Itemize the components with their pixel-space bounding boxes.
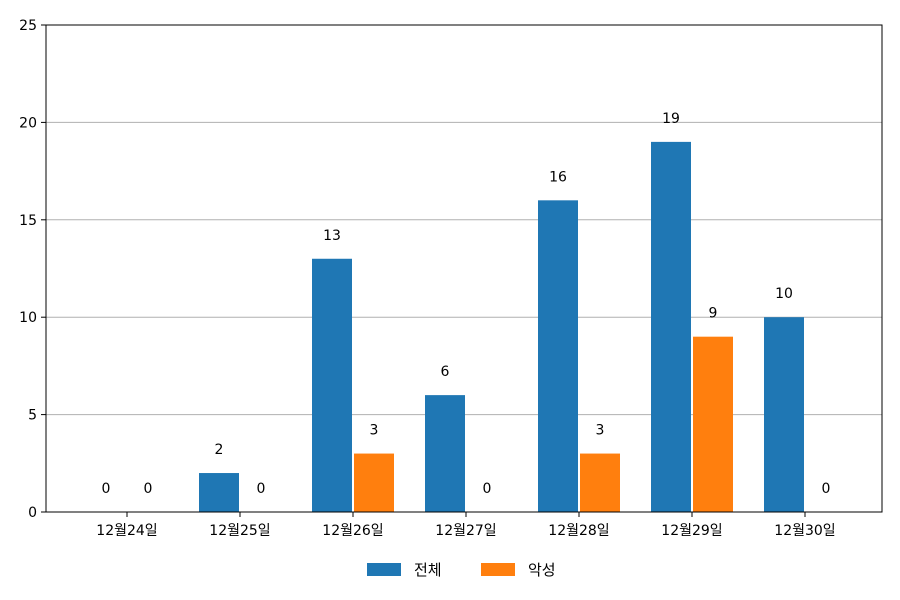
y-tick-label: 15 — [19, 213, 37, 229]
bar-total — [764, 317, 804, 512]
bars — [199, 141, 804, 512]
x-tick-label: 12월24일 — [96, 523, 157, 539]
bar-total — [651, 141, 691, 512]
bar-malicious — [693, 336, 733, 512]
bar-malicious — [580, 453, 620, 512]
legend-label: 악성 — [528, 561, 556, 579]
legend: 전체 악성 — [367, 561, 556, 579]
bar-total — [312, 258, 352, 512]
grid-lines — [46, 121, 882, 416]
data-label: 3 — [596, 423, 605, 439]
data-label: 2 — [215, 442, 224, 458]
data-label: 0 — [822, 481, 831, 497]
data-label: 0 — [483, 481, 492, 497]
x-tick-label: 12월29일 — [661, 523, 722, 539]
data-labels: 0 0 2 0 13 3 6 0 16 3 19 9 10 0 — [102, 111, 831, 497]
legend-label: 전체 — [414, 561, 442, 579]
bar-total — [425, 395, 465, 512]
x-tick-label: 12월28일 — [548, 523, 609, 539]
data-label: 6 — [441, 364, 450, 380]
bar-total — [199, 473, 239, 512]
legend-swatch — [481, 563, 515, 576]
y-axis: 0 5 10 15 20 25 — [19, 18, 46, 521]
y-tick-label: 0 — [28, 505, 37, 521]
data-label: 0 — [102, 481, 111, 497]
data-label: 0 — [144, 481, 153, 497]
x-axis: 12월24일 12월25일 12월26일 12월27일 12월28일 12월29일 12월3… — [96, 512, 836, 539]
y-tick-label: 10 — [19, 310, 37, 326]
x-tick-label: 12월30일 — [774, 523, 835, 539]
x-tick-label: 12월27일 — [435, 523, 496, 539]
plot-frame — [45, 24, 883, 513]
legend-swatch — [367, 563, 401, 576]
data-label: 0 — [257, 481, 266, 497]
x-tick-label: 12월25일 — [209, 523, 270, 539]
data-label: 13 — [323, 228, 341, 244]
data-label: 3 — [370, 423, 379, 439]
y-tick-label: 20 — [19, 115, 37, 131]
data-label: 10 — [775, 286, 793, 302]
data-label: 19 — [662, 111, 680, 127]
bar-malicious — [354, 453, 394, 512]
bar-total — [538, 200, 578, 512]
x-tick-label: 12월26일 — [322, 523, 383, 539]
y-tick-label: 5 — [28, 408, 37, 424]
data-label: 16 — [549, 169, 567, 185]
y-tick-label: 25 — [19, 18, 37, 34]
data-label: 9 — [709, 306, 718, 322]
